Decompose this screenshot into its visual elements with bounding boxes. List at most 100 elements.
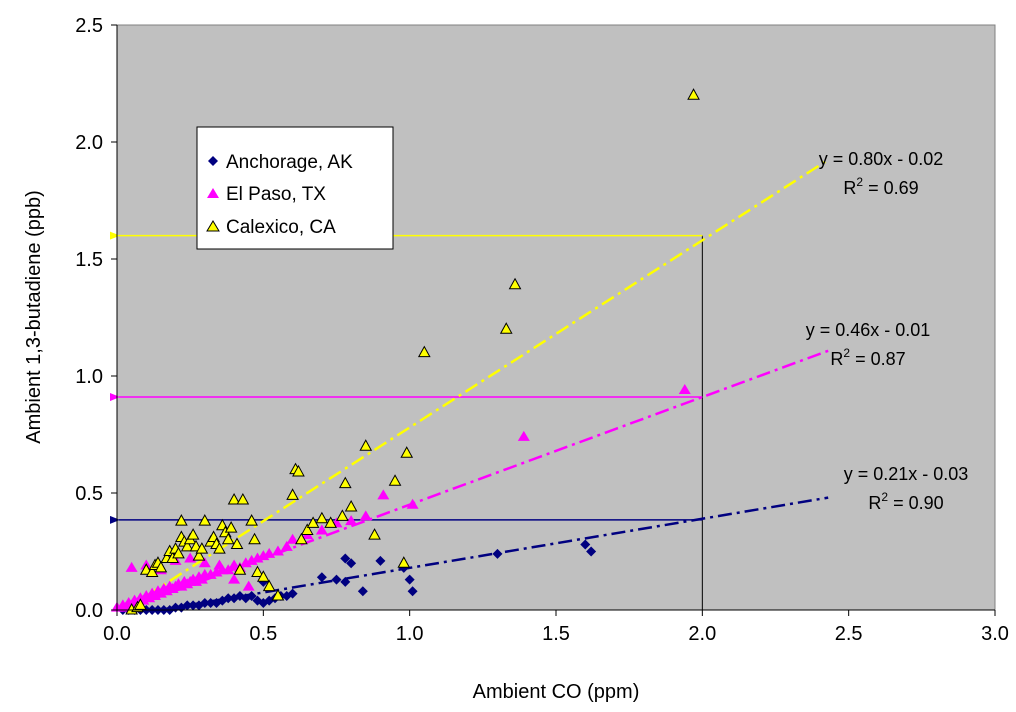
point-calexico-ca <box>338 476 352 489</box>
point-calexico-ca <box>236 492 250 505</box>
legend-marker-calexico <box>206 220 220 232</box>
point-calexico-ca <box>198 514 212 526</box>
point-calexico-ca <box>230 537 244 549</box>
point-anchorage-ak <box>492 548 503 559</box>
point-calexico-ca <box>251 565 264 578</box>
point-calexico-ca <box>315 511 329 524</box>
point-calexico-ca <box>175 514 188 526</box>
point-el-paso-tx <box>517 430 530 441</box>
point-el-paso-tx <box>280 540 293 551</box>
point-anchorage-ak <box>346 558 357 569</box>
point-calexico-ca <box>400 446 414 458</box>
point-calexico-ca <box>344 500 358 512</box>
point-anchorage-ak <box>331 574 342 585</box>
point-anchorage-ak <box>340 576 351 587</box>
x-tick-label: 2.5 <box>835 623 863 645</box>
point-calexico-ca <box>508 277 522 290</box>
r2-calexico: R2 = 0.69 <box>843 175 918 198</box>
legend-marker-anchorage <box>208 156 218 166</box>
point-calexico-ca <box>687 88 700 100</box>
point-calexico-ca <box>134 598 147 610</box>
point-calexico-ca <box>368 528 381 540</box>
point-calexico-ca <box>145 565 159 578</box>
trendline <box>122 349 829 612</box>
r2-anchorage: R2 = 0.90 <box>868 490 943 513</box>
point-calexico-ca <box>172 546 185 559</box>
point-anchorage-ak <box>404 574 415 585</box>
legend: Anchorage, AK El Paso, TX Calexico, CA <box>196 126 394 250</box>
point-calexico-ca <box>388 474 402 486</box>
point-calexico-ca <box>417 345 431 358</box>
point-calexico-ca <box>336 509 349 521</box>
point-calexico-ca <box>186 528 200 540</box>
point-calexico-ca <box>286 488 299 500</box>
point-el-paso-tx <box>377 489 390 500</box>
y-tick-label: 0.0 <box>75 600 103 622</box>
y-tick-label: 2.5 <box>75 15 103 37</box>
y-axis: 0.0 0.5 1.0 1.5 2.0 2.5 <box>75 15 118 622</box>
point-calexico-ca <box>295 532 308 545</box>
point-anchorage-ak <box>182 600 193 611</box>
y-tick-label: 1.0 <box>75 366 103 388</box>
point-calexico-ca <box>233 563 247 575</box>
point-calexico-ca <box>213 542 226 554</box>
x-tick-label: 3.0 <box>981 623 1009 645</box>
x-tick-label: 0.5 <box>249 623 277 645</box>
point-calexico-ca <box>306 516 320 528</box>
point-el-paso-tx <box>286 533 299 544</box>
point-calexico-ca <box>245 514 258 526</box>
legend-marker-el-paso <box>207 188 219 198</box>
x-axis-label: Ambient CO (ppm) <box>473 681 640 703</box>
trendlines <box>122 158 829 612</box>
y-tick-label: 2.0 <box>75 132 103 154</box>
point-calexico-ca <box>227 492 241 505</box>
point-calexico-ca <box>256 570 270 582</box>
point-calexico-ca <box>262 579 276 592</box>
x-tick-label: 2.0 <box>688 623 716 645</box>
point-el-paso-tx <box>242 580 255 591</box>
point-calexico-ca <box>397 556 411 568</box>
y-tick-label: 0.5 <box>75 483 103 505</box>
point-calexico-ca <box>324 516 337 528</box>
point-anchorage-ak <box>223 593 234 604</box>
point-anchorage-ak <box>205 597 216 608</box>
equation-anchorage: y = 0.21x - 0.03 <box>844 464 969 484</box>
point-calexico-ca <box>499 322 513 334</box>
y-tick-label: 1.5 <box>75 249 103 271</box>
point-el-paso-tx <box>198 557 211 568</box>
point-el-paso-tx <box>315 524 328 535</box>
equation-el-paso: y = 0.46x - 0.01 <box>806 320 931 340</box>
plot-area <box>116 24 996 611</box>
point-calexico-ca <box>271 588 285 601</box>
x-axis: 0.0 0.5 1.0 1.5 2.0 2.5 3.0 <box>103 609 1009 645</box>
legend-box <box>196 126 394 250</box>
r2-el-paso: R2 = 0.87 <box>830 346 905 369</box>
point-calexico-ca <box>192 549 206 561</box>
point-el-paso-tx <box>213 559 226 570</box>
point-anchorage-ak <box>375 555 386 566</box>
point-anchorage-ak <box>246 590 257 601</box>
data-points <box>111 88 700 615</box>
point-el-paso-tx <box>406 498 419 509</box>
point-calexico-ca <box>221 532 235 545</box>
point-el-paso-tx <box>125 561 138 572</box>
point-el-paso-tx <box>271 545 284 556</box>
legend-label-calexico: Calexico, CA <box>226 217 336 238</box>
trendline <box>123 158 829 612</box>
legend-label-el-paso: El Paso, TX <box>226 184 326 205</box>
point-el-paso-tx <box>222 564 235 575</box>
point-anchorage-ak <box>586 546 597 557</box>
point-anchorage-ak <box>407 586 418 597</box>
x-tick-label: 1.5 <box>542 623 570 645</box>
point-anchorage-ak <box>340 553 351 564</box>
point-anchorage-ak <box>188 600 199 611</box>
point-anchorage-ak <box>316 572 327 583</box>
point-calexico-ca <box>154 560 168 573</box>
point-anchorage-ak <box>357 586 368 597</box>
point-el-paso-tx <box>345 515 358 526</box>
point-calexico-ca <box>180 539 194 552</box>
point-calexico-ca <box>224 521 238 533</box>
point-el-paso-tx <box>359 510 372 521</box>
point-calexico-ca <box>300 523 314 535</box>
